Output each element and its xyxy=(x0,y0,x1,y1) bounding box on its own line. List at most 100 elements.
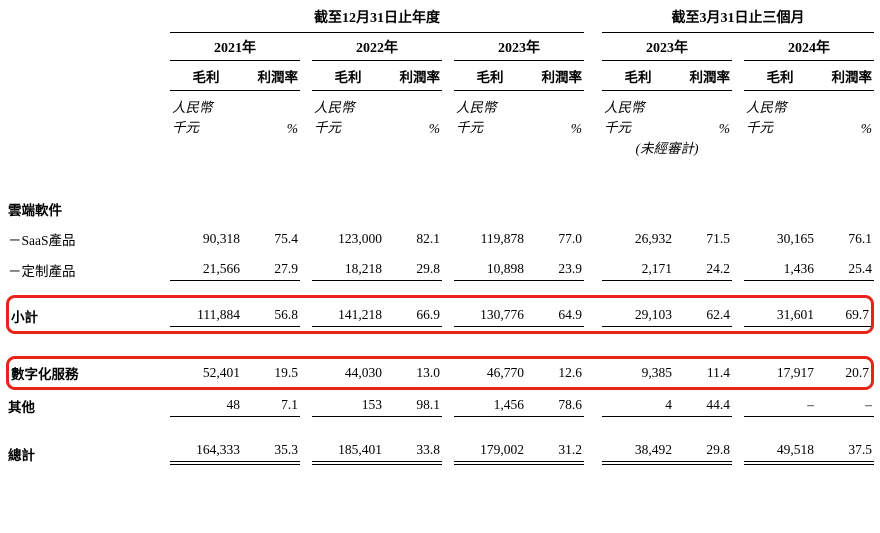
row-label-subtotal: 小計 xyxy=(6,295,170,334)
value-cell: 17,917 xyxy=(776,365,814,380)
value-cell: 164,333 xyxy=(170,441,242,465)
unit-percent: % xyxy=(428,121,440,136)
row-label-total: 總計 xyxy=(8,448,35,463)
value-cell: 44,030 xyxy=(344,365,382,380)
value-cell: 13.0 xyxy=(416,365,440,380)
year-header-2022: 2022年 xyxy=(312,33,442,61)
unit-thousand-label: 千元 xyxy=(314,120,341,135)
value-cell: 49,518 xyxy=(744,441,816,465)
value-cell: 64.9 xyxy=(526,306,584,327)
table-row-subtotal-highlighted: 小計 111,884 56.8 141,218 66.9 130,776 64.… xyxy=(6,295,874,334)
value-cell: 1,456 xyxy=(454,396,526,417)
value-cell: 66.9 xyxy=(384,306,442,327)
unit-thousand-label: 千元 xyxy=(604,120,631,135)
gross-profit-header: 毛利 xyxy=(744,61,816,91)
row-label-saas: －SaaS產品 xyxy=(8,233,76,248)
gross-profit-header: 毛利 xyxy=(602,61,674,91)
value-cell: 24.2 xyxy=(674,260,732,281)
unit-rmb-label: 人民幣 xyxy=(456,100,497,115)
value-cell: 1,436 xyxy=(744,260,816,281)
value-cell: 18,218 xyxy=(312,260,384,281)
unit-rmb-thousand: 人民幣 千元 xyxy=(312,91,384,138)
value-cell: 123,000 xyxy=(338,231,382,246)
unit-rmb-thousand: 人民幣 千元 xyxy=(602,91,674,138)
value-cell: 185,401 xyxy=(312,441,384,465)
annual-period-header: 截至12月31日止年度 xyxy=(170,4,584,33)
value-cell: 141,218 xyxy=(312,306,384,327)
value-cell: – xyxy=(816,396,874,417)
quarter-period-header: 截至3月31日止三個月 xyxy=(602,4,874,33)
unit-rmb-label: 人民幣 xyxy=(314,100,355,115)
row-label-digital-services: 數字化服務 xyxy=(6,356,170,390)
unit-percent: % xyxy=(570,121,582,136)
value-cell: 33.8 xyxy=(384,441,442,465)
unit-percent: % xyxy=(860,121,872,136)
value-cell: 82.1 xyxy=(416,231,440,246)
value-cell: 153 xyxy=(312,396,384,417)
value-cell: 2,171 xyxy=(602,260,674,281)
value-cell: 21,566 xyxy=(170,260,242,281)
unit-percent: % xyxy=(286,121,298,136)
value-cell: 130,776 xyxy=(454,306,526,327)
unit-rmb-thousand: 人民幣 千元 xyxy=(170,91,242,138)
unaudited-row: (未經審計) xyxy=(6,138,874,158)
year-header-2023: 2023年 xyxy=(454,33,584,61)
value-cell: 37.5 xyxy=(816,441,874,465)
value-cell: 29.8 xyxy=(384,260,442,281)
value-cell: 48 xyxy=(170,396,242,417)
unit-rmb-label: 人民幣 xyxy=(746,100,787,115)
value-cell: 44.4 xyxy=(674,396,732,417)
value-cell: 98.1 xyxy=(384,396,442,417)
value-cell: 12.6 xyxy=(558,365,582,380)
unit-rmb-label: 人民幣 xyxy=(604,100,645,115)
unit-thousand-label: 千元 xyxy=(746,120,773,135)
value-cell: 31,601 xyxy=(744,306,816,327)
value-cell: 29,103 xyxy=(602,306,674,327)
margin-header: 利潤率 xyxy=(526,61,584,91)
value-cell: 56.8 xyxy=(242,306,300,327)
margin-header: 利潤率 xyxy=(242,61,300,91)
table-row-total: 總計 164,333 35.3 185,401 33.8 179,002 31.… xyxy=(6,431,874,465)
value-cell: 38,492 xyxy=(602,441,674,465)
value-cell: 23.9 xyxy=(526,260,584,281)
value-cell: 90,318 xyxy=(202,231,240,246)
measure-header-row: 毛利 利潤率 毛利 利潤率 毛利 利潤率 毛利 利潤率 毛利 利潤率 xyxy=(6,61,874,91)
value-cell: 111,884 xyxy=(170,306,242,327)
margin-header: 利潤率 xyxy=(674,61,732,91)
table-row-cloud-software: 雲端軟件 xyxy=(6,190,874,220)
unit-rmb-thousand: 人民幣 千元 xyxy=(454,91,526,138)
table-row-saas: －SaaS產品 90,318 75.4 123,000 82.1 119,878… xyxy=(6,220,874,250)
gross-profit-header: 毛利 xyxy=(312,61,384,91)
value-cell: 19.5 xyxy=(274,365,298,380)
value-cell: 52,401 xyxy=(202,365,240,380)
value-cell: 7.1 xyxy=(242,396,300,417)
value-cell: 26,932 xyxy=(634,231,672,246)
value-cell: 11.4 xyxy=(706,365,730,380)
value-cell: 27.9 xyxy=(242,260,300,281)
value-cell: 179,002 xyxy=(454,441,526,465)
year-header-2021: 2021年 xyxy=(170,33,300,61)
year-header-2024-q1: 2024年 xyxy=(744,33,874,61)
value-cell: – xyxy=(744,396,816,417)
value-cell: 9,385 xyxy=(641,365,672,380)
row-label-cloud-software: 雲端軟件 xyxy=(8,203,62,218)
unit-thousand-label: 千元 xyxy=(172,120,199,135)
value-cell: 35.3 xyxy=(242,441,300,465)
value-cell: 71.5 xyxy=(706,231,730,246)
table-row-others: 其他 48 7.1 153 98.1 1,456 78.6 4 44.4 – – xyxy=(6,390,874,417)
value-cell: 25.4 xyxy=(816,260,874,281)
value-cell: 31.2 xyxy=(526,441,584,465)
margin-header: 利潤率 xyxy=(384,61,442,91)
gross-profit-margin-table: 截至12月31日止年度 截至3月31日止三個月 2021年 2022年 2023… xyxy=(6,4,874,465)
unit-thousand-label: 千元 xyxy=(456,120,483,135)
unaudited-note: (未經審計) xyxy=(635,141,699,156)
row-label-custom-products: －定制產品 xyxy=(8,264,76,279)
value-cell: 10,898 xyxy=(454,260,526,281)
unit-header-row: 人民幣 千元 % 人民幣 千元 % 人民幣 千元 % 人民幣 千元 % 人民幣 … xyxy=(6,91,874,138)
table-row-custom-products: －定制產品 21,566 27.9 18,218 29.8 10,898 23.… xyxy=(6,250,874,281)
value-cell: 77.0 xyxy=(558,231,582,246)
value-cell: 69.7 xyxy=(816,306,871,327)
table-row-digital-services-highlighted: 數字化服務 52,401 19.5 44,030 13.0 46,770 12.… xyxy=(6,356,874,390)
value-cell: 4 xyxy=(602,396,674,417)
value-cell: 76.1 xyxy=(848,231,872,246)
